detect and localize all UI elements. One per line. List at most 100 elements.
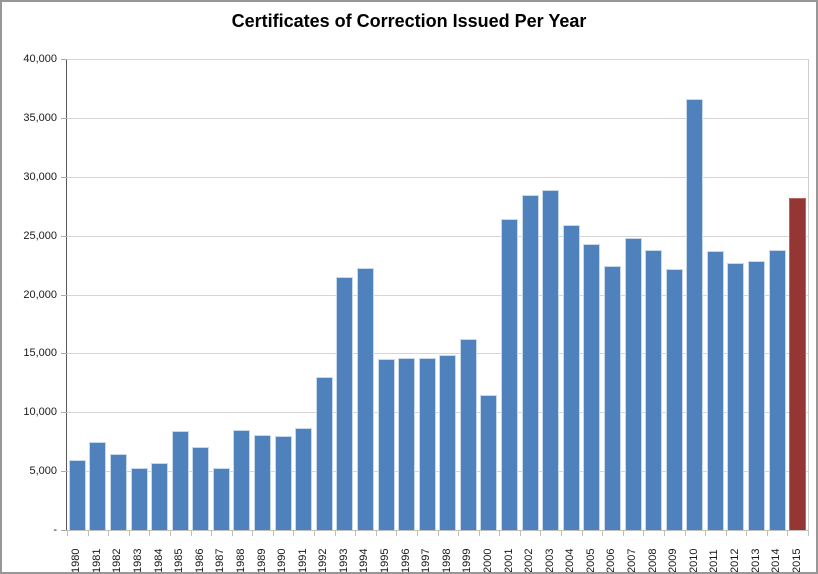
gridline	[67, 471, 808, 473]
x-axis-label: 1981	[90, 548, 103, 573]
y-axis-tick-label: 25,000	[23, 229, 57, 242]
x-axis-tick	[705, 531, 707, 536]
x-axis-tick	[231, 531, 233, 536]
plot-area	[66, 59, 809, 536]
x-axis-label: 1986	[193, 548, 206, 573]
y-axis-tick	[61, 353, 67, 355]
x-axis-label: 2015	[790, 548, 803, 573]
x-axis-label: 1999	[461, 548, 474, 573]
bar-1990	[274, 435, 292, 530]
x-axis-tick	[746, 531, 748, 536]
bar-2004	[562, 225, 580, 530]
bar-2008	[645, 249, 663, 530]
x-axis-tick	[128, 531, 130, 536]
bar-1998	[439, 354, 457, 530]
y-axis-tick	[61, 59, 67, 60]
bar-1992	[315, 377, 333, 530]
gridline	[67, 235, 808, 237]
gridline	[67, 353, 808, 355]
x-axis-label: 1994	[358, 548, 371, 573]
x-axis-label: 2012	[728, 548, 741, 573]
y-axis-tick-label: 10,000	[23, 406, 57, 419]
bar-2007	[624, 238, 642, 530]
x-axis-label: 1988	[234, 548, 247, 573]
x-axis-label: 1991	[296, 548, 309, 573]
bar-2010	[686, 99, 704, 530]
x-axis-tick	[252, 531, 254, 536]
y-axis-tick	[61, 412, 67, 414]
y-axis-tick	[61, 117, 67, 119]
x-axis-tick	[334, 531, 336, 536]
bar-1991	[295, 427, 313, 530]
bar-2012	[727, 262, 745, 530]
x-axis-tick	[293, 531, 295, 536]
x-axis-label: 2003	[543, 548, 556, 573]
x-axis-label: 2010	[687, 548, 700, 573]
x-axis-label: 1998	[440, 548, 453, 573]
x-axis-label: 1993	[337, 548, 350, 573]
y-axis-tick	[61, 530, 67, 531]
bar-2015	[789, 198, 807, 530]
x-axis-label: 2001	[502, 548, 515, 573]
x-axis-label: 2013	[749, 548, 762, 573]
y-axis-tick-label: 30,000	[23, 170, 57, 183]
bar-1994	[356, 267, 374, 530]
bar-1984	[151, 463, 169, 530]
bar-1987	[212, 467, 230, 530]
x-axis-tick	[108, 531, 110, 536]
x-axis-tick	[725, 531, 727, 536]
x-axis-tick	[643, 531, 645, 536]
x-axis-tick	[190, 531, 192, 536]
y-axis-tick	[61, 176, 67, 178]
gridline	[67, 117, 808, 119]
x-axis-label: 2008	[646, 548, 659, 573]
x-axis-label: 1989	[255, 548, 268, 573]
bar-2005	[583, 244, 601, 530]
bar-2013	[748, 260, 766, 530]
bar-1993	[336, 277, 354, 530]
x-axis-labels: 1980 1981 1982 1983 1984 1985 1986 1987 1988 1989…	[66, 537, 807, 573]
x-axis-label: 1980	[70, 548, 83, 573]
x-axis-label: 1997	[420, 548, 433, 573]
bar-1988	[233, 430, 251, 530]
bar-1983	[130, 467, 148, 530]
x-axis-label: 1982	[111, 548, 124, 573]
x-axis-tick	[416, 531, 418, 536]
y-axis-tick-label: 15,000	[23, 347, 57, 360]
x-axis-label: 2006	[605, 548, 618, 573]
x-axis-tick	[684, 531, 686, 536]
x-axis-label: 2005	[584, 548, 597, 573]
bar-2001	[501, 219, 519, 530]
x-axis-label: 2007	[626, 548, 639, 573]
x-axis-tick	[787, 531, 789, 536]
bar-2006	[603, 266, 621, 530]
x-axis-label: 2002	[523, 548, 536, 573]
bar-1986	[192, 446, 210, 530]
bar-2011	[706, 251, 724, 530]
bar-1995	[377, 359, 395, 530]
y-axis-tick-label: -	[53, 524, 57, 536]
x-axis-label: 2004	[564, 548, 577, 573]
x-axis-label: 2014	[770, 548, 783, 573]
bar-1996	[398, 358, 416, 530]
x-axis-tick	[375, 531, 377, 536]
x-axis-tick	[396, 531, 398, 536]
x-axis-label: 1983	[132, 548, 145, 573]
y-axis-labels: 40,000 35,000 30,000 25,000 20,000 15,000 10,0…	[2, 2, 57, 572]
y-axis-tick	[61, 471, 67, 473]
bar-2002	[521, 194, 539, 530]
bar-1980	[68, 459, 86, 530]
x-axis-tick	[663, 531, 665, 536]
x-axis-tick	[622, 531, 624, 536]
gridline	[67, 412, 808, 414]
gridline	[67, 59, 808, 60]
bar-1981	[89, 441, 107, 530]
bar-1985	[171, 431, 189, 530]
x-axis-label: 1984	[152, 548, 165, 573]
x-axis-tick	[561, 531, 562, 536]
y-axis-tick	[61, 294, 67, 296]
x-axis-tick	[581, 531, 583, 536]
x-axis-tick	[149, 531, 151, 536]
gridline	[67, 176, 808, 178]
